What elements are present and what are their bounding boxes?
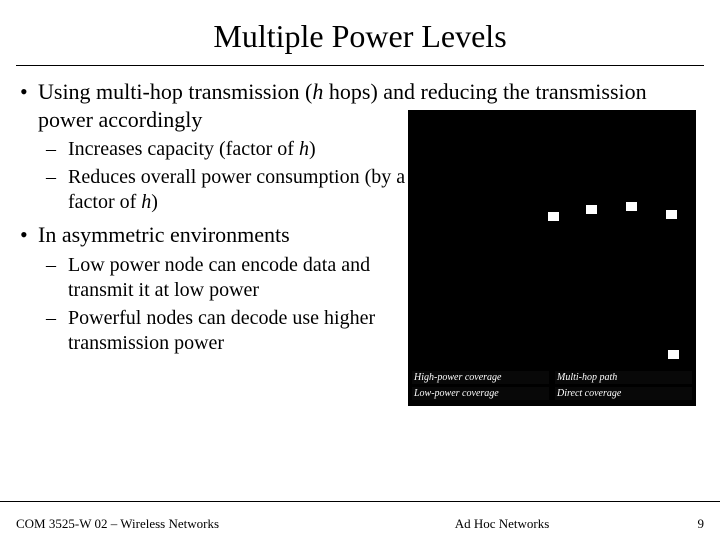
text-fragment: ) — [151, 191, 158, 213]
sub-bullet-2: – Reduces overall power consumption (by … — [46, 165, 446, 215]
legend-multi-hop: Multi-hop path — [555, 371, 692, 384]
sub-bullet-4-text: Powerful nodes can decode use higher tra… — [68, 306, 426, 356]
page-number: 9 — [664, 516, 704, 532]
network-node — [626, 202, 637, 211]
network-node — [586, 205, 597, 214]
coverage-figure: High-power coverage Multi-hop path Low-p… — [408, 110, 696, 406]
sub-bullet-1-text: Increases capacity (factor of h) — [68, 137, 436, 162]
italic-h: h — [312, 79, 323, 104]
legend-high-power: High-power coverage — [412, 371, 549, 384]
slide: Multiple Power Levels • Using multi-hop … — [0, 0, 720, 540]
dash-icon: – — [46, 253, 68, 303]
network-node — [666, 210, 677, 219]
footer-topic: Ad Hoc Networks — [340, 516, 664, 532]
legend-low-power: Low-power coverage — [412, 387, 549, 400]
network-node — [548, 212, 559, 221]
footer-rule — [0, 501, 720, 502]
dash-icon: – — [46, 137, 68, 162]
footer: COM 3525-W 02 – Wireless Networks Ad Hoc… — [0, 516, 720, 532]
text-fragment: Reduces overall power consumption (by a … — [68, 166, 405, 213]
figure-legend: High-power coverage Multi-hop path Low-p… — [412, 371, 692, 400]
text-fragment: Increases capacity (factor of — [68, 138, 299, 160]
bullet-dot-icon: • — [20, 221, 38, 249]
italic-h: h — [141, 191, 151, 213]
sub-bullet-1: – Increases capacity (factor of h) — [46, 137, 436, 162]
footer-course: COM 3525-W 02 – Wireless Networks — [16, 516, 340, 532]
sub-bullet-4: – Powerful nodes can decode use higher t… — [46, 306, 426, 356]
text-fragment: ) — [309, 138, 316, 160]
italic-h: h — [299, 138, 309, 160]
legend-direct: Direct coverage — [555, 387, 692, 400]
bullet-dot-icon: • — [20, 78, 38, 133]
slide-title: Multiple Power Levels — [16, 18, 704, 55]
text-fragment: Using multi-hop transmission ( — [38, 79, 312, 104]
sub-bullet-2-text: Reduces overall power consumption (by a … — [68, 165, 446, 215]
network-node — [668, 350, 679, 359]
dash-icon: – — [46, 306, 68, 356]
sub-bullet-3: – Low power node can encode data and tra… — [46, 253, 426, 303]
dash-icon: – — [46, 165, 68, 215]
sub-bullet-3-text: Low power node can encode data and trans… — [68, 253, 426, 303]
title-rule — [16, 65, 704, 66]
